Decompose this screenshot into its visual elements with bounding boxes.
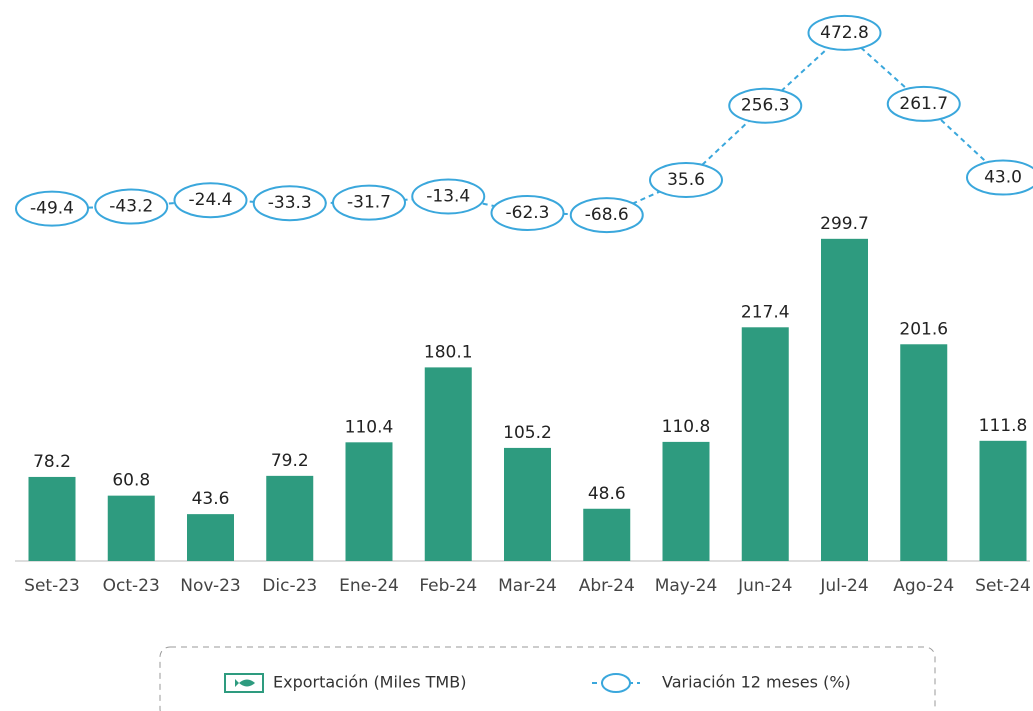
bar	[107, 495, 155, 561]
point	[966, 159, 1033, 196]
data-label: 111.8	[979, 416, 1028, 436]
legend-label: Variación 12 meses (%)	[662, 673, 851, 692]
data-label: 217.4	[741, 302, 790, 322]
legend-box	[159, 646, 936, 711]
point	[490, 194, 565, 231]
data-label: 78.2	[33, 452, 71, 472]
bar	[741, 327, 789, 561]
data-label: 201.6	[899, 319, 948, 339]
data-label: 299.7	[820, 214, 869, 234]
x-tick-label: May-24	[655, 576, 718, 596]
data-label: -31.7	[347, 193, 391, 213]
bar	[821, 238, 868, 561]
x-tick-label: Set-24	[975, 576, 1031, 596]
x-tick-label: Ago-24	[893, 576, 954, 596]
data-label: 105.2	[503, 423, 552, 443]
point	[94, 188, 169, 225]
data-label: -13.4	[426, 186, 470, 206]
data-label: 48.6	[588, 484, 626, 504]
x-tick-label: Jul-24	[819, 576, 868, 596]
data-label: -33.3	[268, 193, 312, 213]
bar	[187, 514, 234, 561]
point	[649, 162, 723, 199]
data-label: -24.4	[189, 190, 233, 210]
bar	[424, 367, 472, 561]
data-label: 60.8	[112, 471, 150, 491]
data-label: -68.6	[585, 205, 629, 225]
bar	[504, 447, 551, 561]
x-tick-label: Set-23	[24, 576, 80, 596]
data-label: -49.4	[30, 199, 74, 219]
point	[807, 14, 882, 51]
bar	[583, 508, 631, 561]
legend-label: Exportación (Miles TMB)	[273, 673, 466, 692]
bar	[900, 344, 948, 561]
point	[569, 197, 644, 234]
data-label: 43.6	[192, 489, 230, 509]
bar	[266, 475, 314, 561]
data-label: 43.0	[984, 168, 1022, 188]
data-label: 79.2	[271, 451, 309, 471]
data-label: 110.4	[345, 417, 394, 437]
data-label: -62.3	[506, 203, 550, 223]
data-label: 256.3	[741, 96, 790, 116]
point	[411, 178, 486, 215]
bar	[345, 442, 393, 561]
legend-icon	[601, 673, 631, 693]
point	[332, 184, 406, 221]
point	[252, 185, 327, 222]
x-tick-label: Ene-24	[339, 576, 399, 596]
data-label: 180.1	[424, 342, 473, 362]
x-tick-label: Mar-24	[498, 576, 557, 596]
x-tick-label: Jun-24	[737, 576, 792, 596]
bar	[979, 440, 1027, 561]
data-label: 472.8	[820, 23, 869, 43]
bar	[28, 476, 76, 561]
data-label: 110.8	[662, 417, 711, 437]
data-label: 35.6	[667, 170, 705, 190]
bar	[662, 441, 710, 561]
point	[173, 182, 248, 219]
legend-icon	[235, 679, 255, 687]
x-tick-label: Feb-24	[419, 576, 477, 596]
x-tick-label: Nov-23	[180, 576, 241, 596]
x-tick-label: Dic-23	[262, 576, 317, 596]
x-tick-label: Abr-24	[579, 576, 635, 596]
point	[886, 85, 961, 122]
data-label: 261.7	[899, 94, 948, 114]
point	[15, 190, 89, 227]
x-tick-label: Oct-23	[103, 576, 160, 596]
point	[728, 87, 803, 124]
data-label: -43.2	[109, 197, 153, 217]
